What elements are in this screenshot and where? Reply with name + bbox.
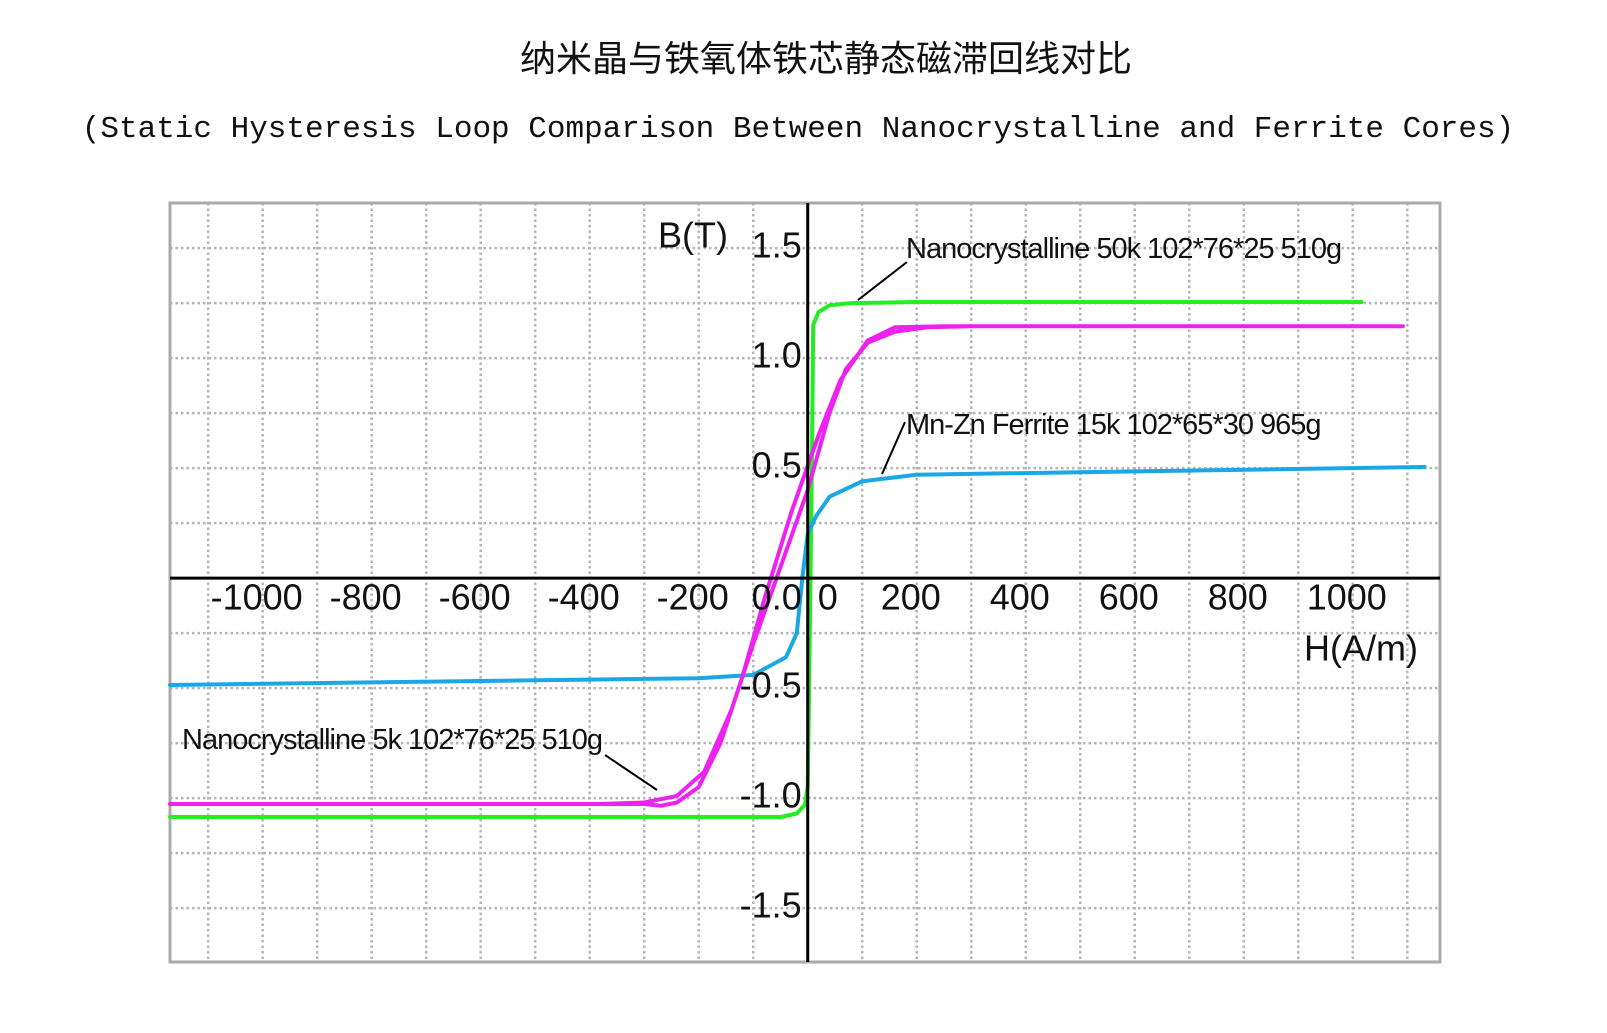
x-tick-label: 800 — [1208, 577, 1268, 618]
x-tick-label: 400 — [990, 577, 1050, 618]
leader-line — [604, 754, 658, 791]
y-axis-label: B(T) — [658, 215, 728, 256]
series-label: Mn-Zn Ferrite 15k 102*65*30 965g — [906, 409, 1321, 441]
x-tick-label: -400 — [548, 577, 620, 618]
chart-title: 纳米晶与铁氧体铁芯静态磁滞回线对比 — [520, 39, 1132, 80]
chart-subtitle: (Static Hysteresis Loop Comparison Betwe… — [82, 112, 1514, 147]
series-line — [168, 300, 1364, 819]
y-tick-label: 1.5 — [752, 225, 802, 266]
x-tick-label: -600 — [439, 577, 511, 618]
series-label: Nanocrystalline 5k 102*76*25 510g — [182, 724, 602, 756]
y-tick-label: -1.5 — [740, 885, 802, 926]
series-label: Nanocrystalline 50k 102*76*25 510g — [906, 233, 1341, 265]
y-tick-label: -1.0 — [740, 775, 802, 816]
plot-border — [168, 201, 1442, 964]
x-tick-label: 200 — [881, 577, 941, 618]
x-tick-label: -800 — [330, 577, 402, 618]
y-tick-label: 0.5 — [752, 445, 802, 486]
x-tick-label: 0 — [818, 577, 838, 618]
series-line — [168, 324, 1405, 808]
axes: -1000 -800 -600 -400 -200 0 200 400 600 800 1000 1.… — [170, 203, 1440, 962]
leader-line — [881, 421, 906, 475]
x-tick-label: -1000 — [211, 577, 303, 618]
x-tick-label: 1000 — [1307, 577, 1387, 618]
x-tick-label: 600 — [1099, 577, 1159, 618]
x-axis-label: H(A/m) — [1304, 628, 1418, 669]
y-tick-label: 1.0 — [752, 335, 802, 376]
x-tick-label: -200 — [657, 577, 729, 618]
leader-line — [857, 261, 908, 301]
y-tick-label: 0.0 — [752, 577, 802, 618]
y-tick-label: -0.5 — [740, 665, 802, 706]
curves — [168, 300, 1427, 819]
